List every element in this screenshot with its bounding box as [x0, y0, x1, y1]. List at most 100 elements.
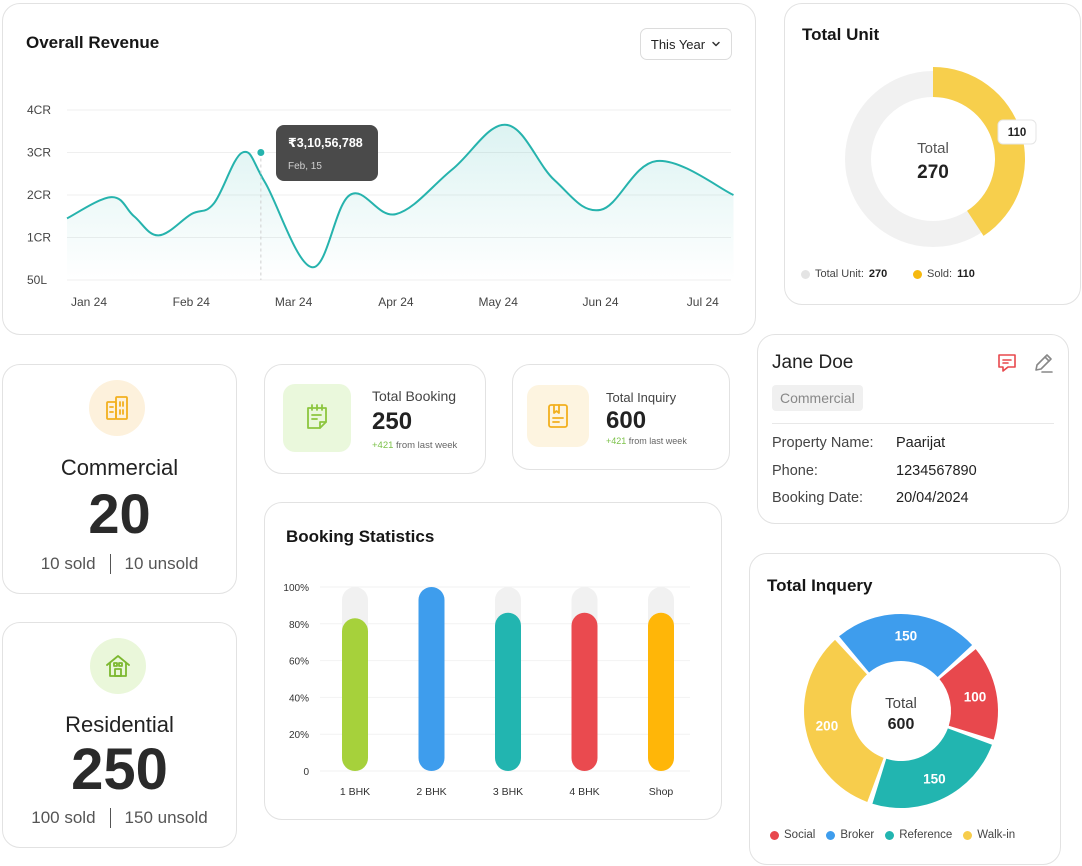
legend-dot	[826, 830, 836, 840]
residential-sold: 100 sold	[31, 808, 96, 827]
legend-dot-sold	[913, 269, 922, 279]
x-tick-label: 3 BHK	[493, 786, 523, 798]
legend-label: Walk-in	[977, 829, 1016, 841]
building-icon	[89, 380, 145, 436]
y-tick-label: 20%	[289, 730, 309, 741]
total-inquiry-label: Total Inquiry	[606, 390, 677, 405]
residential-label: Residential	[65, 712, 174, 737]
sold-callout-box	[997, 119, 1037, 145]
total-unit-card: Total Unit Total 270 110 Total Unit: 270…	[784, 3, 1081, 305]
unit-sold-slice	[933, 67, 1025, 236]
slice-social	[939, 649, 998, 740]
total-inquery-card: Total Inquery 100 150 200 150 Total 600 Soc…	[749, 553, 1061, 865]
legend-sold-value: 110	[957, 268, 975, 280]
inquery-donut-chart: 100 150 200 150 Total 600	[804, 614, 998, 808]
legend-sold: Sold: 110	[913, 268, 975, 280]
slice-walk-in	[804, 639, 884, 802]
y-tick-label: 60%	[289, 657, 309, 668]
booking-bar-chart: 0 20% 40% 60% 80% 100% 1 BHK 2 BHK 3 BHK 4 BHK Sho…	[283, 583, 690, 798]
edit-icon[interactable]	[1032, 352, 1054, 374]
slice-value-label: 200	[816, 719, 839, 734]
total-inquiry-delta: +421 from last week	[606, 436, 687, 446]
revenue-title: Overall Revenue	[26, 33, 160, 52]
sold-callout-value: 110	[1008, 127, 1027, 139]
property-type-tag: Commercial	[772, 385, 863, 411]
commercial-label: Commercial	[60, 455, 179, 480]
tooltip-date: Feb, 15	[288, 161, 322, 172]
legend-dot	[885, 830, 895, 840]
y-tick-label: 80%	[289, 620, 309, 631]
divider	[772, 423, 1054, 424]
legend-dot	[963, 830, 973, 840]
booking-profile-card: Jane Doe Commercial Property Name: Paarij…	[757, 334, 1069, 524]
notepad-icon	[283, 384, 351, 452]
residential-value: 250	[71, 737, 168, 802]
legend-label: Broker	[840, 829, 875, 841]
house-icon	[90, 638, 146, 694]
total-booking-delta: +421 from last week	[372, 440, 457, 451]
tooltip-value: ₹3,10,56,788	[288, 136, 363, 150]
legend-sold-label: Sold:	[927, 268, 953, 280]
field-key: Booking Date:	[772, 490, 864, 506]
field-value: Paarijat	[896, 435, 946, 451]
total-unit-title: Total Unit	[802, 25, 880, 44]
x-tick-label: 4 BHK	[569, 786, 599, 798]
inquiry-delta-value: +421	[606, 436, 627, 446]
legend-item-broker: Broker	[826, 829, 874, 841]
legend-dot-total	[801, 269, 810, 279]
booking-statistics-card: Booking Statistics 0 20% 40% 60% 80% 100% 1 BH…	[264, 502, 722, 820]
bar-1-bhk	[342, 618, 368, 771]
commercial-sold: 10 sold	[40, 554, 96, 573]
chevron-down-icon	[712, 41, 720, 47]
customer-name: Jane Doe	[772, 352, 854, 373]
inquery-center-value: 600	[888, 716, 915, 733]
residential-unsold: 150 unsold	[124, 808, 208, 827]
field-key: Property Name:	[772, 435, 874, 451]
legend-total-label: Total Unit:	[815, 268, 864, 280]
y-tick-label: 100%	[283, 583, 309, 594]
booking-stats-title: Booking Statistics	[286, 527, 435, 546]
chat-icon[interactable]	[995, 351, 1019, 375]
total-booking-card: Total Booking 250 +421 from last week	[264, 364, 486, 474]
booking-delta-value: +421	[372, 440, 394, 451]
divider	[109, 808, 111, 828]
inquiry-delta-text: from last week	[628, 436, 687, 446]
total-booking-value: 250	[372, 408, 413, 435]
x-tick-label: Jun 24	[582, 295, 618, 309]
total-booking-label: Total Booking	[372, 388, 457, 404]
field-value: 20/04/2024	[896, 490, 969, 506]
revenue-area	[67, 124, 734, 280]
total-inquiry-value: 600	[606, 407, 647, 434]
field-property-name: Property Name: Paarijat	[772, 435, 945, 451]
x-tick-label: 1 BHK	[340, 786, 370, 798]
slice-reference	[872, 728, 992, 808]
legend-label: Reference	[899, 829, 953, 841]
y-tick-label: 3CR	[27, 146, 51, 160]
revenue-line	[66, 123, 734, 269]
total-inquiry-card: Total Inquiry 600 +421 from last week	[512, 364, 730, 470]
legend-label: Social	[784, 829, 816, 841]
x-tick-label: Apr 24	[378, 295, 414, 309]
y-tick-label: 2CR	[27, 188, 51, 202]
y-tick-label: 40%	[289, 693, 309, 704]
legend-item-reference: Reference	[885, 829, 952, 841]
field-key: Phone:	[772, 463, 818, 479]
commercial-split: 10 sold 10 unsold	[3, 554, 236, 574]
x-tick-label: Jul 24	[687, 295, 719, 309]
residential-split: 100 sold 150 unsold	[3, 808, 236, 828]
year-filter-label: This Year	[650, 36, 706, 52]
commercial-value: 20	[88, 482, 151, 545]
unit-center-label: Total	[917, 140, 949, 157]
bar-shop	[648, 612, 674, 771]
bar-4-bhk	[571, 612, 598, 771]
field-phone: Phone: 1234567890	[772, 463, 977, 479]
residential-card: Residential 250 100 sold 150 unsold	[2, 622, 237, 848]
slice-value-label: 150	[895, 629, 918, 644]
bar-3-bhk	[495, 612, 521, 771]
year-filter-dropdown[interactable]: This Year	[640, 28, 732, 60]
legend-item-social: Social	[770, 829, 815, 841]
commercial-card: Commercial 20 10 sold 10 unsold	[2, 364, 237, 594]
slice-value-label: 100	[964, 689, 987, 704]
overall-revenue-card: Overall Revenue This Year 50L 1CR 2CR 3CR 4C…	[2, 3, 756, 335]
y-tick-label: 1CR	[27, 231, 51, 245]
